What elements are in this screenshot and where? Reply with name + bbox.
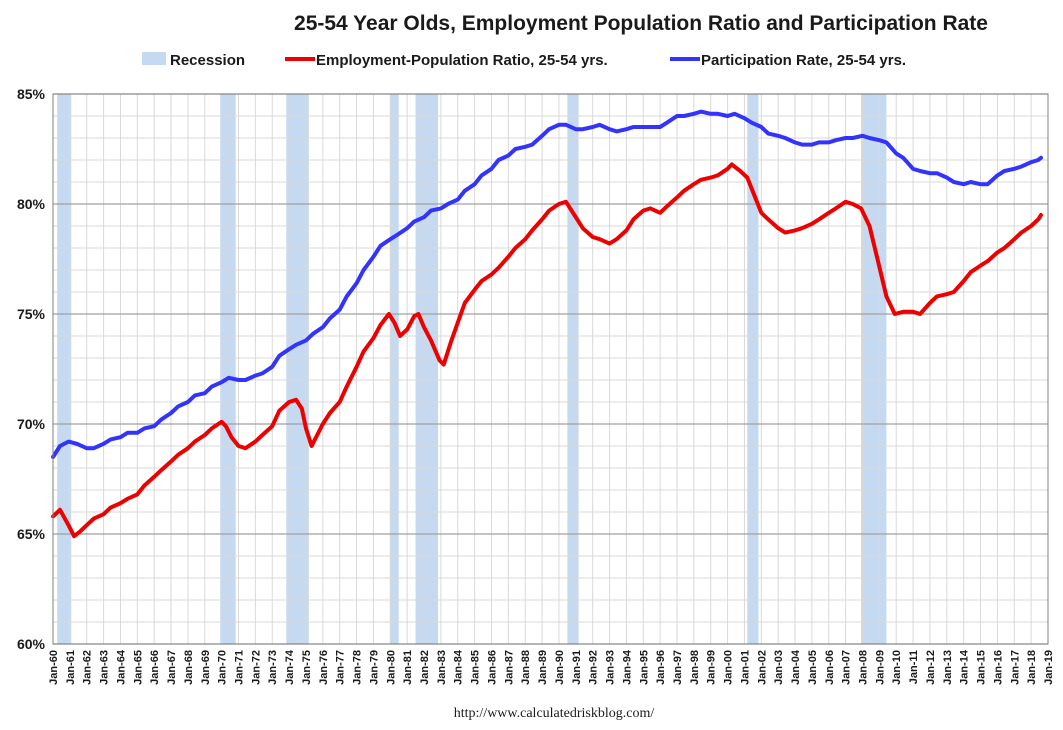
x-tick-label: Jan-78 <box>352 650 364 685</box>
x-tick-label: Jan-17 <box>1009 650 1021 685</box>
x-tick-label: Jan-60 <box>48 650 60 685</box>
x-tick-label: Jan-06 <box>824 650 836 685</box>
x-tick-label: Jan-66 <box>149 650 161 685</box>
y-tick-label: 65% <box>17 526 46 542</box>
series-line-1 <box>51 109 1043 459</box>
x-tick-label: Jan-12 <box>925 650 937 685</box>
y-tick-label: 70% <box>17 416 46 432</box>
x-tick-label: Jan-65 <box>132 650 144 685</box>
y-tick-label: 85% <box>17 86 46 102</box>
recession-band-3 <box>390 94 399 644</box>
x-tick-label: Jan-76 <box>318 650 330 685</box>
x-tick-label: Jan-85 <box>470 650 482 685</box>
x-tick-label: Jan-90 <box>554 650 566 685</box>
x-tick-label: Jan-89 <box>537 650 549 685</box>
x-tick-label: Jan-95 <box>638 650 650 685</box>
x-tick-label: Jan-98 <box>689 650 701 685</box>
series-lines <box>51 109 1043 539</box>
x-tick-label: Jan-18 <box>1026 650 1038 685</box>
x-tick-label: Jan-97 <box>672 650 684 685</box>
x-tick-label: Jan-99 <box>706 650 718 685</box>
x-tick-label: Jan-80 <box>385 650 397 685</box>
x-tick-label: Jan-77 <box>335 650 347 685</box>
x-tick-label: Jan-69 <box>200 650 212 685</box>
legend-emp-label: Employment-Population Ratio, 25-54 yrs. <box>316 52 608 69</box>
x-tick-label: Jan-74 <box>284 649 296 685</box>
legend: Recession Employment-Population Ratio, 2… <box>142 52 906 69</box>
source-url: http://www.calculatedriskblog.com/ <box>454 706 655 721</box>
x-tick-label: Jan-13 <box>942 650 954 685</box>
x-tick-label: Jan-84 <box>453 649 465 685</box>
recession-band-4 <box>415 94 439 644</box>
x-tick-label: Jan-15 <box>976 650 988 685</box>
y-tick-label: 80% <box>17 196 46 212</box>
x-tick-label: Jan-87 <box>503 650 515 685</box>
x-tick-label: Jan-93 <box>605 650 617 685</box>
x-tick-label: Jan-04 <box>790 649 802 685</box>
x-tick-label: Jan-71 <box>234 650 246 685</box>
x-tick-label: Jan-91 <box>571 650 583 685</box>
x-tick-label: Jan-88 <box>520 650 532 685</box>
x-tick-label: Jan-09 <box>874 650 886 685</box>
recession-band-2 <box>286 94 309 644</box>
x-tick-label: Jan-19 <box>1043 650 1055 685</box>
x-tick-label: Jan-92 <box>588 650 600 685</box>
x-tick-label: Jan-86 <box>486 650 498 685</box>
recession-bands <box>57 94 887 644</box>
x-tick-label: Jan-03 <box>773 650 785 685</box>
x-axis-ticks: Jan-60 Jan-61 Jan-62 Jan-63 Jan-64 Jan-65 Jan-… <box>48 649 1055 685</box>
x-tick-label: Jan-01 <box>739 650 751 685</box>
x-tick-label: Jan-96 <box>655 650 667 685</box>
x-tick-label: Jan-81 <box>402 650 414 685</box>
x-tick-label: Jan-75 <box>301 650 313 685</box>
x-tick-label: Jan-02 <box>756 650 768 685</box>
y-tick-label: 75% <box>17 306 46 322</box>
x-tick-label: Jan-08 <box>857 650 869 685</box>
legend-recession-label: Recession <box>170 52 245 69</box>
x-tick-label: Jan-61 <box>65 650 77 685</box>
x-tick-label: Jan-16 <box>992 650 1004 685</box>
x-tick-label: Jan-70 <box>217 650 229 685</box>
x-tick-label: Jan-14 <box>959 649 971 685</box>
x-tick-label: Jan-83 <box>436 650 448 685</box>
x-tick-label: Jan-67 <box>166 650 178 685</box>
x-tick-label: Jan-68 <box>183 650 195 685</box>
x-tick-label: Jan-94 <box>621 649 633 685</box>
y-tick-label: 60% <box>17 636 46 652</box>
recession-band-1 <box>220 94 236 644</box>
x-tick-label: Jan-79 <box>368 650 380 685</box>
legend-part-label: Participation Rate, 25-54 yrs. <box>701 52 906 69</box>
x-tick-label: Jan-11 <box>908 650 920 684</box>
x-tick-label: Jan-63 <box>99 650 111 685</box>
y-axis-ticks: 60% 65% 70% 75% 80% 85% <box>17 86 46 652</box>
recession-band-0 <box>57 94 72 644</box>
x-tick-label: Jan-82 <box>419 650 431 685</box>
chart-title: 25-54 Year Olds, Employment Population R… <box>294 12 988 35</box>
recession-band-7 <box>861 94 887 644</box>
x-tick-label: Jan-10 <box>891 650 903 685</box>
x-tick-label: Jan-64 <box>115 649 127 685</box>
plot-border <box>52 93 1049 645</box>
x-tick-label: Jan-00 <box>723 650 735 685</box>
x-tick-label: Jan-62 <box>82 650 94 685</box>
recession-band-6 <box>747 94 759 644</box>
x-tick-label: Jan-07 <box>841 650 853 685</box>
plot-background <box>53 94 1048 644</box>
x-tick-label: Jan-72 <box>250 650 262 685</box>
legend-recession-swatch <box>142 52 166 65</box>
recession-band-5 <box>567 94 579 644</box>
x-tick-label: Jan-05 <box>807 650 819 685</box>
series-line-0 <box>51 162 1043 539</box>
plot-area <box>51 93 1049 645</box>
x-tick-label: Jan-73 <box>267 650 279 685</box>
